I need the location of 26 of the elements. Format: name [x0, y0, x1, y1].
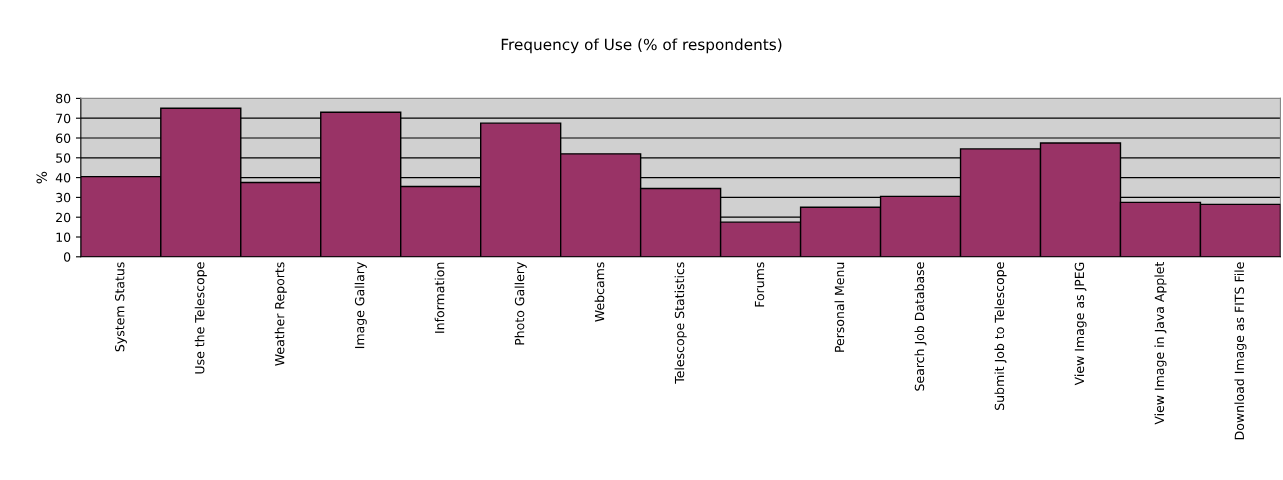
x-tick-label: View Image as JPEG — [1074, 262, 1087, 386]
y-tick-label: 20 — [56, 212, 71, 223]
y-tick-label: 50 — [56, 153, 71, 163]
x-tick-label: Image Gallary — [354, 262, 367, 349]
x-tick-label: Submit Job to Telescope — [994, 262, 1007, 410]
x-tick-label: Download Image as FITS File — [1234, 262, 1247, 440]
y-axis-title: % — [36, 171, 47, 184]
x-tick-label: Telescope Statistics — [674, 262, 687, 384]
y-tick-label: 0 — [63, 252, 71, 262]
y-tick-label: 10 — [56, 232, 71, 242]
y-tick-label: 30 — [56, 192, 71, 203]
y-tick-label: 40 — [55, 173, 71, 183]
x-tick-label: Search Job Database — [914, 262, 927, 391]
chart-title: Frequency of Use (% of respondents) — [501, 38, 782, 54]
x-tick-label: Use the Telescope — [194, 262, 207, 374]
y-tick-label: 80 — [56, 93, 71, 104]
x-tick-label: Information — [434, 262, 445, 333]
x-tick-label: Photo Gallery — [514, 262, 527, 345]
x-tick-label: Personal Menu — [834, 262, 845, 352]
x-tick-label: Forums — [754, 262, 765, 307]
y-tick-label: 70 — [56, 113, 71, 124]
x-tick-label: System Status — [114, 262, 127, 352]
x-tick-label: View Image in Java Applet — [1154, 261, 1167, 425]
y-tick-label: 60 — [56, 133, 71, 143]
x-tick-label: Webcams — [594, 262, 605, 322]
x-tick-label: Weather Reports — [274, 262, 287, 366]
